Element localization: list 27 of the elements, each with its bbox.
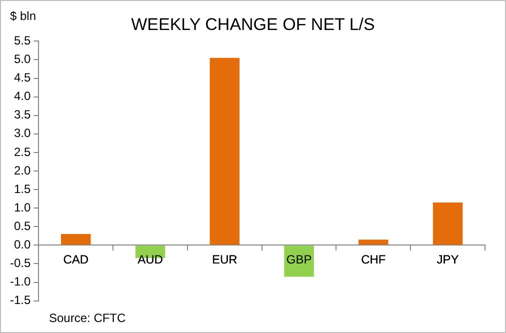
- bar: [210, 58, 240, 245]
- y-tick-label: 5.0: [14, 52, 31, 66]
- y-tick-label: 4.0: [14, 89, 31, 104]
- y-tick-label: 5.5: [14, 34, 31, 48]
- bar: [60, 234, 91, 245]
- x-tick-label: GBP: [286, 252, 312, 267]
- x-tick-label: JPY: [436, 252, 459, 267]
- y-tick-label: -1.5: [10, 293, 31, 308]
- y-tick-label: 3.0: [14, 126, 31, 140]
- y-tick-label: 3.5: [14, 108, 31, 122]
- y-tick-label: 1.0: [14, 200, 31, 214]
- x-tick-label: CHF: [361, 252, 386, 267]
- y-tick-label: -1.0: [10, 274, 31, 289]
- y-tick-label: 0.5: [14, 218, 31, 233]
- chart-title: WEEKLY CHANGE OF NET L/S: [131, 15, 375, 34]
- y-tick-label: -0.5: [10, 256, 31, 270]
- y-tick-label: 1.5: [14, 182, 31, 196]
- x-tick-label: EUR: [212, 252, 238, 267]
- bar: [358, 240, 388, 245]
- bar: [432, 202, 463, 245]
- y-tick-label: 2.0: [14, 163, 31, 178]
- y-tick-label: 4.5: [14, 70, 31, 85]
- y-tick-label: 0.0: [14, 237, 31, 252]
- source-note: Source: CFTC: [49, 311, 126, 325]
- y-tick-label: 2.5: [14, 144, 31, 159]
- x-tick-label: CAD: [63, 252, 89, 267]
- y-axis-title: $ bln: [10, 9, 36, 23]
